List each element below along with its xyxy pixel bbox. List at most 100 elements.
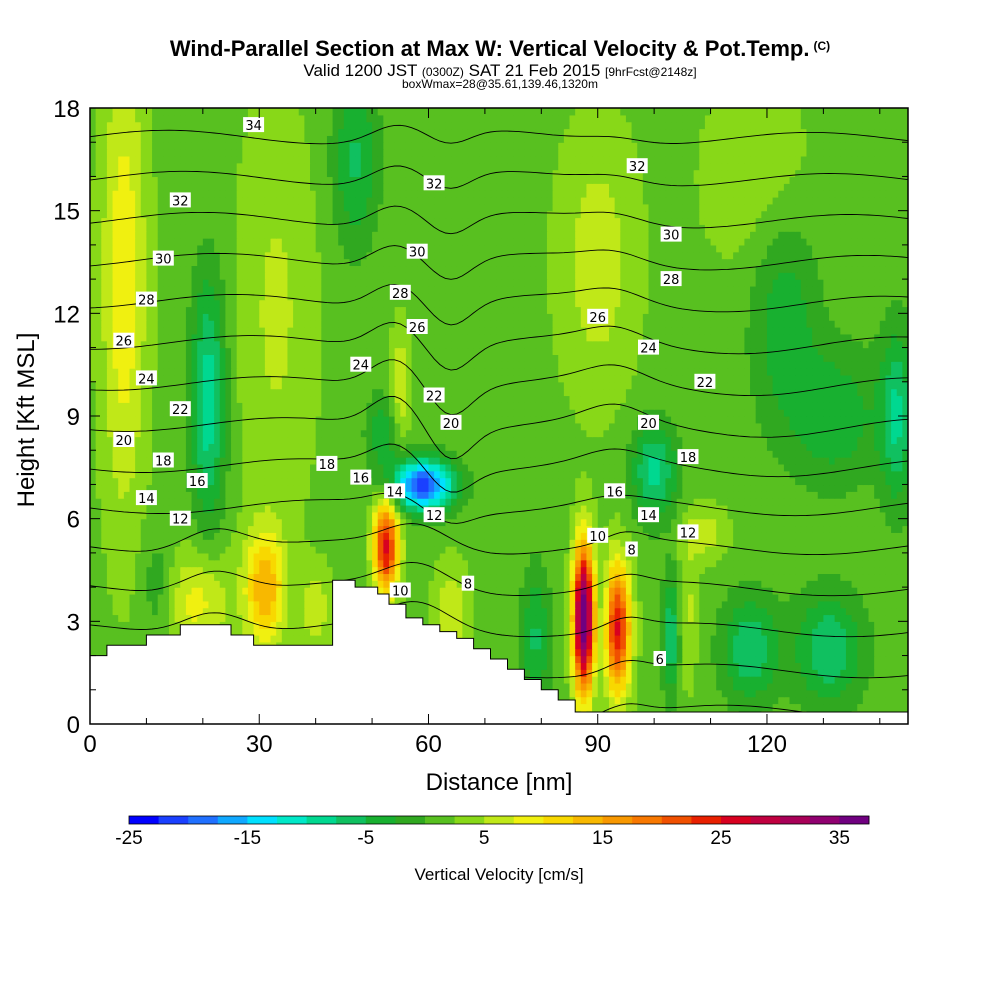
theta-contour-label: 10 [389,582,411,600]
theta-contour-label: 20 [440,414,462,432]
theta-contour-label: 30 [152,250,174,268]
contour-labels: 34 32 32 32 30 30 30 28 28 28 26 26 26 24 24 24 22 22 22 20… [113,117,716,668]
colorbar-swatch [721,816,751,824]
theta-contour-label: 12 [677,524,699,541]
colorbar-swatch [188,816,219,824]
colorbar-swatch [661,816,692,824]
colorbar-swatch [839,816,870,824]
colorbar-swatch [543,816,574,824]
colorbar-swatch [129,816,159,824]
theta-contour-label: 22 [169,401,191,418]
colorbar-swatch [632,816,663,824]
theta-contour-label: 18 [152,452,174,470]
colorbar-tick-label: 25 [710,828,731,849]
colorbar-swatch [336,816,367,824]
theta-contour [90,205,908,235]
theta-contour-label: 10 [587,527,609,545]
theta-contour [90,245,908,280]
theta-contour-label: 24 [350,356,372,374]
theta-contour-label: 28 [389,284,411,302]
colorbar-swatch [247,816,278,824]
theta-contour-label: 16 [350,469,372,487]
y-tick-label: 0 [67,712,80,739]
colorbar-swatch [750,816,781,824]
theta-contour-label: 8 [461,575,475,593]
theta-contour-label: 20 [113,432,135,449]
colorbar-swatch [217,816,248,824]
colorbar-swatch [602,816,633,824]
chart-subtitle-2: boxWmax=28@35.61,139.46,1320m [402,77,598,91]
theta-contour-label: 26 [113,332,135,350]
theta-contour-label: 14 [384,483,406,500]
theta-contour-label: 22 [694,373,716,391]
colorbar-tick-label: 5 [479,828,490,849]
x-tick-label: 0 [83,731,96,758]
colorbar-title: Vertical Velocity [cm/s] [414,865,583,884]
y-tick-label: 6 [67,507,80,534]
theta-contour-label: 24 [638,339,659,357]
theta-contour-label: 28 [135,291,157,309]
theta-contour [90,85,908,103]
x-tick-label: 60 [415,731,442,758]
chart-title-text: Wind-Parallel Section at Max W: Vertical… [169,36,810,61]
colorbar-swatch [395,816,426,824]
theta-contour [90,561,908,597]
colorbar-tick-label: -25 [115,828,142,849]
theta-contour-label: 34 [243,117,265,134]
y-tick-label: 15 [53,199,80,226]
forecast-info: [9hrFcst@2148z] [605,65,697,79]
valid-date: SAT 21 Feb 2015 [468,61,601,80]
theta-contour-label: 32 [626,158,648,175]
colorbar-tick-label: 15 [592,828,613,849]
theta-contour [90,443,908,493]
theta-contour-label: 14 [135,490,157,507]
theta-contour [90,44,908,62]
theta-contour-label: 16 [186,473,208,490]
theta-contour [90,492,908,524]
theta-contour-label: 32 [169,192,191,209]
colorbar-swatch [306,816,337,824]
theta-contour-label: 6 [653,651,666,668]
y-tick-label: 3 [67,609,80,636]
theta-contour-label: 8 [625,541,638,559]
theta-contour-label: 12 [423,507,445,524]
theta-contour-label: 18 [677,449,699,466]
theta-contour-label: 28 [660,271,682,288]
colorbar-swatch [513,816,544,824]
colorbar-swatch [691,816,722,824]
theta-contour-label: 30 [660,226,682,244]
theta-contour [90,165,908,189]
y-tick-label: 9 [67,404,80,431]
theta-contour-label: 26 [406,319,428,336]
colorbar-swatch [484,816,515,824]
x-tick-label: 90 [584,731,611,758]
x-tick-label: 30 [246,731,273,758]
colorbar: -25 -15 -5 5 15 25 35 [115,815,870,849]
colorbar-swatch [365,816,396,824]
y-axis: 0 3 6 9 12 15 18 [53,96,908,739]
theta-contour [90,601,908,638]
y-tick-label: 12 [53,301,80,328]
colorbar-swatch [158,816,189,824]
theta-contour [90,359,908,416]
colorbar-swatch [277,816,307,824]
colorbar-swatch [454,816,485,824]
potential-temperature-contours [90,4,908,724]
theta-contour-label: 18 [316,455,338,473]
utc-time: (0300Z) [421,65,464,79]
theta-contour [90,4,908,21]
theta-contour-label: 12 [169,510,191,528]
theta-contour [90,283,908,326]
y-tick-label: 18 [53,96,80,123]
colorbar-swatch [425,816,455,824]
theta-contour-label: 16 [604,483,626,500]
terrain [89,579,909,725]
x-tick-label: 120 [747,731,787,758]
theta-contour-label: 24 [135,370,157,387]
theta-contour-label: 26 [587,308,609,326]
x-axis-title: Distance [nm] [426,769,573,796]
theta-contour [90,523,908,556]
chart-title-suffix: (C) [813,39,831,53]
theta-contour-label: 30 [406,243,428,261]
